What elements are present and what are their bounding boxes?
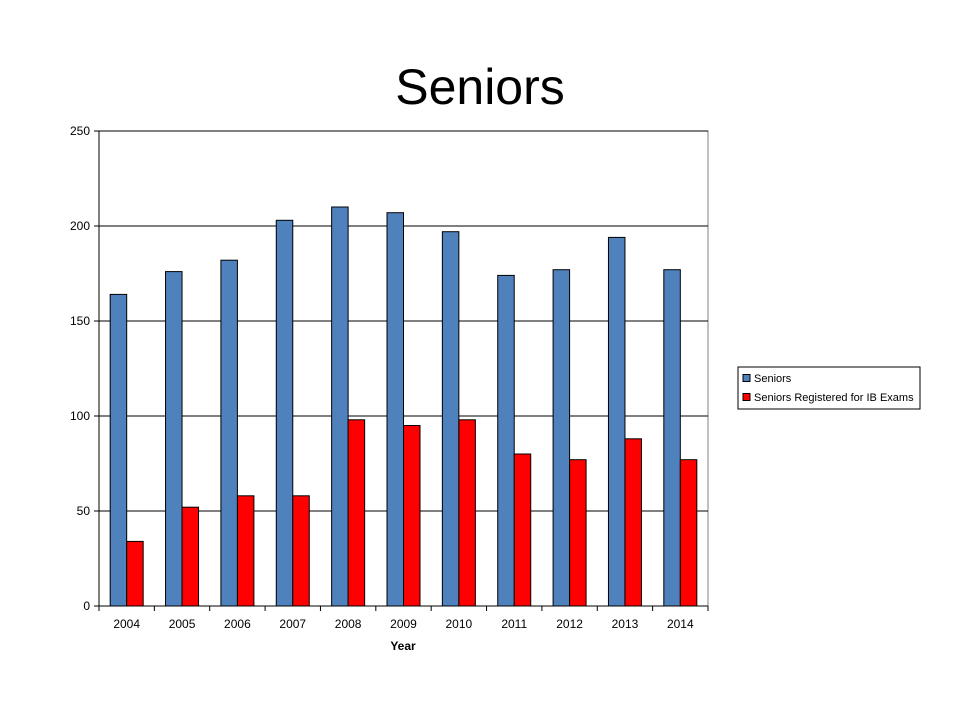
bar-seniors-2004 <box>109 293 128 607</box>
bar-ib-exams-2011 <box>513 453 532 607</box>
bar-seniors-2006 <box>220 259 238 607</box>
bar-ib-exams-2006 <box>236 495 255 607</box>
x-tick-label: 2011 <box>501 617 527 631</box>
x-axis-ticks: 2004 2005 2006 2007 2008 2009 2010 2011 2012 2013… <box>98 606 709 631</box>
bar-seniors-2010 <box>441 231 460 607</box>
bar-ib-exams-2007 <box>292 495 310 607</box>
x-tick-label: 2006 <box>224 617 251 631</box>
x-tick-label: 2010 <box>446 617 473 631</box>
bar-seniors-2007 <box>275 219 294 607</box>
bar-ib-exams-2004 <box>126 540 144 607</box>
bar-seniors-2014 <box>663 269 681 607</box>
y-tick-label: 150 <box>70 314 90 328</box>
y-tick-label: 0 <box>83 599 90 613</box>
x-tick-label: 2005 <box>169 617 196 631</box>
bar-ib-exams-2009 <box>403 425 421 607</box>
x-tick-label: 2013 <box>612 617 639 631</box>
bar-ib-exams-2008 <box>347 419 366 607</box>
bar-ib-exams-2013 <box>624 438 642 607</box>
x-tick-label: 2014 <box>667 617 694 631</box>
legend-swatch <box>742 393 751 401</box>
y-tick-label: 50 <box>77 504 91 518</box>
bar-seniors-2005 <box>165 271 183 607</box>
legend-entry: Seniors Registered for IB Exams <box>754 392 914 404</box>
bar-ib-exams-2014 <box>679 459 698 607</box>
bar-seniors-2011 <box>497 274 515 607</box>
legend-box <box>737 366 921 410</box>
bar-seniors-2012 <box>552 269 571 607</box>
x-axis-label: Year <box>390 639 416 653</box>
y-axis-ticks: 0 50 100 150 200 250 <box>70 124 99 613</box>
legend-entry: Seniors <box>754 373 792 385</box>
x-tick-label: 2008 <box>335 617 362 631</box>
bar-seniors-2008 <box>331 206 349 607</box>
x-tick-label: 2012 <box>556 617 583 631</box>
bar-ib-exams-2012 <box>569 459 587 607</box>
bars <box>109 206 698 607</box>
legend-swatch <box>742 374 751 382</box>
slide-title: Seniors <box>395 59 565 115</box>
bar-seniors-2013 <box>607 236 626 607</box>
x-tick-label: 2004 <box>113 617 140 631</box>
y-tick-label: 200 <box>70 219 90 233</box>
legend: Seniors Seniors Registered for IB Exams <box>737 366 921 410</box>
bar-seniors-2009 <box>386 212 404 607</box>
x-tick-label: 2007 <box>279 617 306 631</box>
y-tick-label: 100 <box>70 409 90 423</box>
axes <box>98 131 708 607</box>
bar-ib-exams-2010 <box>458 419 476 607</box>
bar-ib-exams-2005 <box>181 506 200 607</box>
y-tick-label: 250 <box>70 124 90 138</box>
x-tick-label: 2009 <box>390 617 417 631</box>
